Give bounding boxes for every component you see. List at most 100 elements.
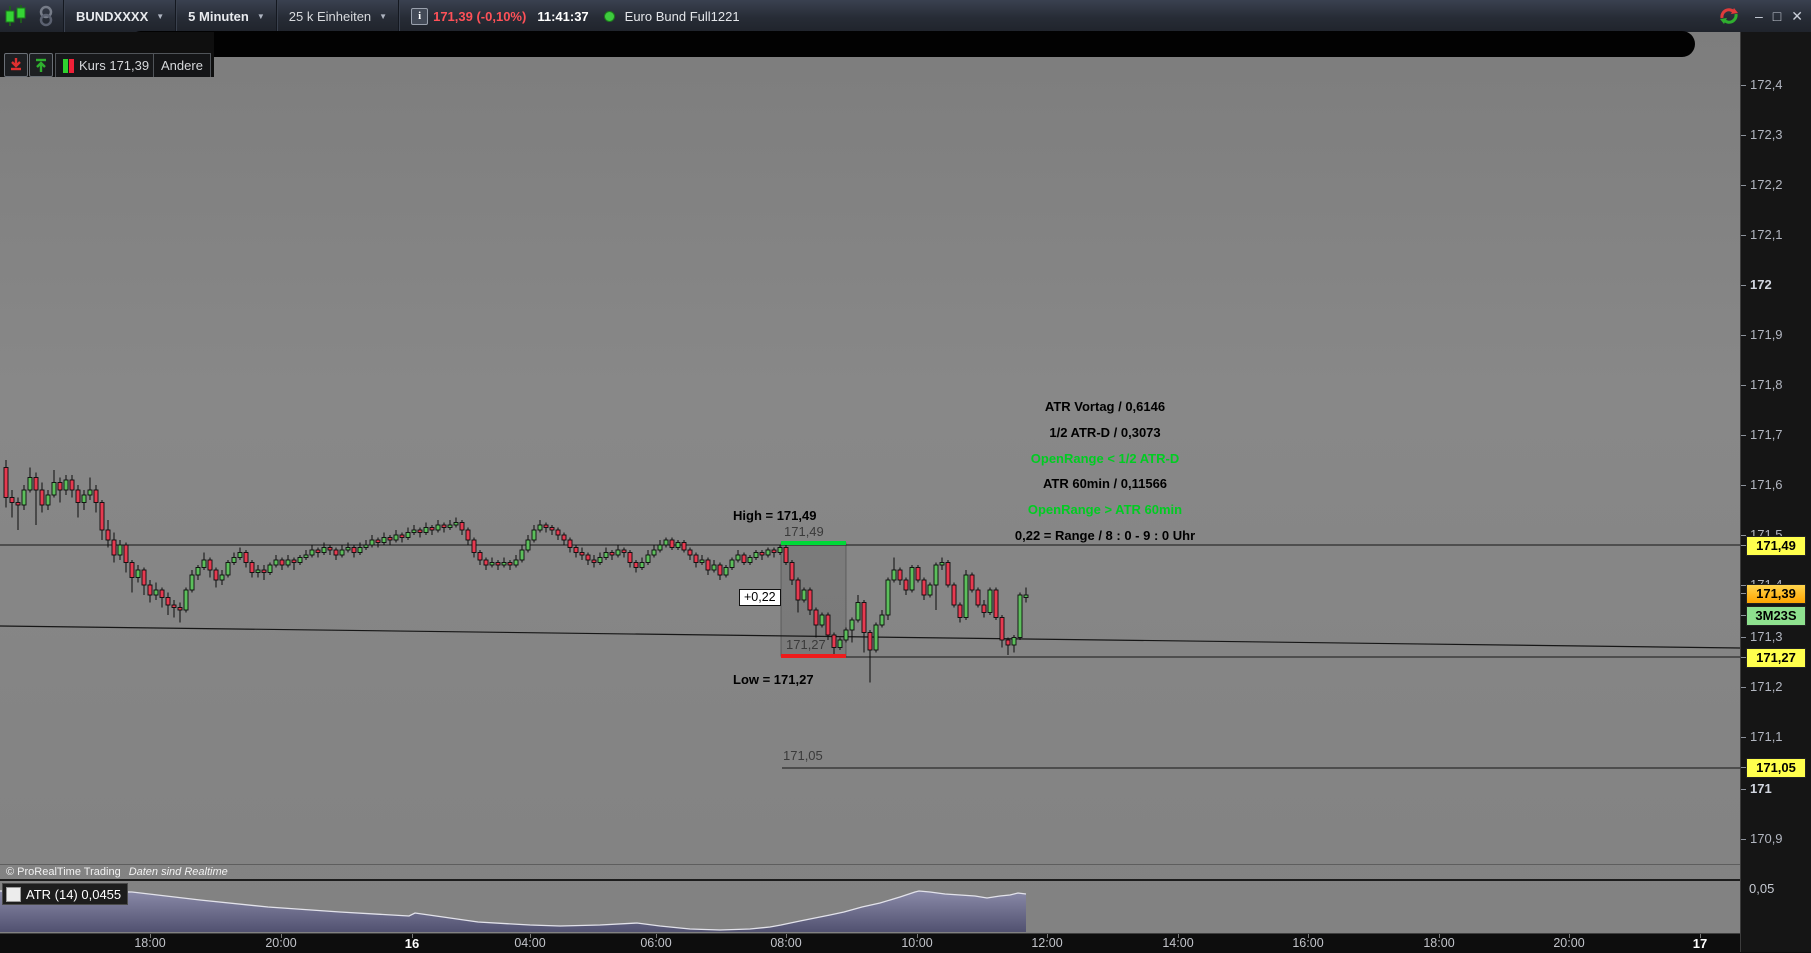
candle-body — [333, 549, 339, 556]
symbol-selector[interactable]: BUNDXXXX ▼ — [67, 0, 173, 32]
price-tick-mark — [1741, 687, 1746, 688]
units-selector[interactable]: 25 k Einheiten ▼ — [280, 0, 396, 32]
candle-body — [93, 489, 99, 503]
candle-body — [885, 579, 891, 616]
candle-body — [963, 574, 969, 618]
candle-body — [819, 614, 825, 626]
candles-icon — [63, 58, 74, 73]
candle-body — [99, 502, 105, 531]
candle-body — [1005, 639, 1011, 646]
chart-area[interactable] — [0, 32, 1740, 933]
price-tick-label: 171,1 — [1750, 729, 1783, 744]
time-tick-label[interactable]: 16 — [404, 936, 420, 951]
time-tick-label[interactable]: 17 — [1692, 936, 1708, 951]
candle-body — [1017, 594, 1023, 638]
candle-body — [543, 524, 549, 528]
candle-body — [939, 562, 945, 566]
time-tick-label[interactable]: 18:00 — [1423, 936, 1455, 950]
atr-area — [0, 891, 1026, 932]
candle-body — [489, 562, 495, 566]
time-tick-label[interactable]: 06:00 — [640, 936, 672, 950]
price-tick-mark — [1741, 535, 1746, 536]
candle-body — [729, 559, 735, 568]
time-tick-label[interactable]: 10:00 — [901, 936, 933, 950]
candle-body — [525, 539, 531, 551]
candle-body — [645, 554, 651, 563]
time-tick-label[interactable]: 20:00 — [265, 936, 297, 950]
tab-kurs[interactable]: Kurs 171,39 — [55, 53, 158, 77]
time-tick-label[interactable]: 12:00 — [1031, 936, 1063, 950]
candle-body — [741, 554, 747, 563]
candle-body — [981, 604, 987, 613]
candle-body — [483, 559, 489, 566]
tab-andere[interactable]: Andere — [153, 53, 211, 77]
time-axis[interactable]: 18:00 20:00 16 04:00 06:00 08:00 10:00 12:00 14:… — [0, 933, 1811, 953]
candle-body — [579, 552, 585, 556]
candle-body — [477, 552, 483, 561]
candle-body — [591, 559, 597, 563]
price-axis[interactable]: 172,4 172,3 172,2 172,1 172 171,9 171,8 171,7 17… — [1740, 32, 1811, 952]
time-tick-label[interactable]: 20:00 — [1553, 936, 1585, 950]
price-tick-mark — [1741, 485, 1746, 486]
candle-body — [201, 559, 207, 568]
candle-body — [711, 564, 717, 571]
candle-body — [639, 562, 645, 568]
atr-indicator-label[interactable]: ATR (14) 0,0455 — [2, 883, 129, 905]
candle-body — [975, 589, 981, 606]
candle-body — [123, 544, 129, 563]
price-tick-label: 171,7 — [1750, 427, 1783, 442]
candle-body — [807, 589, 813, 611]
time-tick-label[interactable]: 04:00 — [514, 936, 546, 950]
buy-arrow-button[interactable] — [29, 53, 53, 77]
timeframe-selector[interactable]: 5 Minuten ▼ — [179, 0, 274, 32]
atr-line — [0, 890, 1027, 931]
candle-body — [669, 539, 675, 548]
price-badge-171-05: 171,05 — [1746, 758, 1806, 778]
sell-arrow-button[interactable] — [4, 53, 28, 77]
candle-body — [327, 547, 333, 551]
candle-body — [141, 569, 147, 586]
candle-body — [501, 562, 507, 566]
price-badge-3M23S: 3M23S — [1746, 606, 1806, 626]
candle-body — [57, 482, 63, 491]
price-tick-label: 172,2 — [1750, 177, 1783, 192]
minimize-button[interactable]: – — [1755, 8, 1763, 24]
price-tick-mark — [1741, 637, 1746, 638]
info-icon[interactable]: i — [411, 7, 429, 25]
time-tick-label[interactable]: 08:00 — [770, 936, 802, 950]
candle-body — [297, 557, 303, 563]
price-tick-label: 172,3 — [1750, 127, 1783, 142]
candle-body — [471, 539, 477, 553]
candle-body — [813, 609, 819, 626]
time-tick-label[interactable]: 18:00 — [134, 936, 166, 950]
atr-indicator-chart[interactable] — [0, 880, 1740, 933]
link-chain-icon[interactable] — [31, 0, 61, 32]
toolbar-separator — [398, 0, 401, 32]
candlestick-chart[interactable] — [0, 32, 1740, 866]
time-tick-label[interactable]: 16:00 — [1292, 936, 1324, 950]
candle-body — [285, 559, 291, 566]
candle-body — [879, 614, 885, 626]
candle-body — [225, 562, 231, 576]
price-tick-mark — [1741, 615, 1746, 616]
time-tick-label[interactable]: 14:00 — [1162, 936, 1194, 950]
price-tick-label: 172 — [1750, 277, 1772, 292]
candle-body — [147, 584, 153, 596]
close-button[interactable]: ✕ — [1791, 7, 1803, 24]
candle-body — [585, 554, 591, 561]
chevron-down-icon: ▼ — [379, 11, 388, 21]
panel-divider — [0, 879, 1740, 881]
candle-body — [345, 547, 351, 551]
price-tick-mark — [1741, 657, 1746, 658]
price-badge-171-27: 171,27 — [1746, 648, 1806, 668]
candle-body — [369, 539, 375, 546]
candle-body — [717, 564, 723, 576]
atr-axis-tick: 0,05 — [1749, 881, 1775, 896]
candle-body — [999, 617, 1005, 641]
time-tick-mark — [1308, 934, 1309, 938]
candle-body — [723, 567, 729, 576]
refresh-icon[interactable] — [1717, 6, 1741, 26]
price-tick-mark — [1741, 335, 1746, 336]
maximize-button[interactable]: □ — [1772, 8, 1782, 24]
candle-body — [255, 569, 261, 573]
